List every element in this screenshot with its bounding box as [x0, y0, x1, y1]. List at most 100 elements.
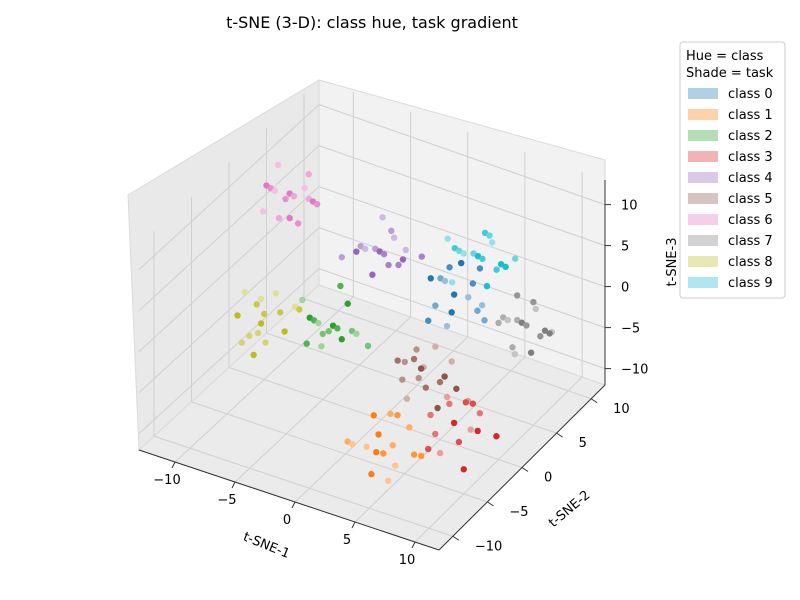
legend-swatch: [688, 256, 718, 267]
scatter-point: [403, 395, 411, 402]
legend-label: class 7: [728, 234, 773, 249]
scatter-point: [338, 336, 345, 343]
scatter-point: [418, 253, 425, 260]
z-gridline: [138, 104, 320, 270]
scatter-point: [384, 477, 392, 484]
scatter-point: [241, 288, 249, 296]
x-axis-line: [138, 449, 440, 551]
scatter-point: [262, 339, 269, 346]
scatter-point: [450, 419, 458, 427]
x-tick: [231, 481, 236, 489]
scatter-point: [493, 433, 500, 440]
z-gridline: [318, 268, 606, 370]
scatter-point: [388, 227, 395, 235]
scatter-point: [275, 214, 283, 222]
scatter-point: [422, 384, 429, 391]
scatter-point: [271, 187, 278, 195]
x-tick: [351, 521, 356, 529]
y-tick-label: 10: [613, 402, 630, 417]
x-tick-label: 10: [399, 553, 416, 568]
scatter-point: [246, 332, 253, 340]
scatter-point: [474, 307, 481, 314]
x-tick-label: −10: [153, 473, 180, 488]
scatter-point: [418, 452, 425, 460]
legend-swatch: [688, 214, 718, 225]
scatter-point: [532, 305, 539, 313]
scatter-point: [455, 438, 463, 446]
scatter-point: [277, 309, 284, 316]
scatter-point: [353, 248, 360, 255]
scatter-point: [406, 424, 413, 431]
scatter-point: [523, 322, 530, 329]
scatter-point: [385, 261, 392, 269]
scatter-point: [401, 358, 408, 366]
scatter-point: [290, 193, 298, 200]
scatter-point: [509, 344, 516, 351]
scatter-point: [373, 448, 380, 456]
scatter-point: [478, 302, 486, 309]
legend-label: class 2: [728, 129, 773, 144]
y-gridline: [191, 401, 488, 503]
scatter-point: [476, 265, 484, 272]
y-tick: [556, 432, 563, 438]
z-tick-label: 0: [621, 281, 629, 296]
scatter-point: [257, 320, 265, 327]
z-gridline: [318, 227, 606, 329]
scatter-point: [315, 319, 322, 327]
scatter-point: [417, 365, 425, 372]
scatter-point: [415, 374, 422, 382]
y-tick: [487, 501, 494, 507]
legend-swatch: [688, 130, 718, 141]
scatter-point: [448, 279, 456, 286]
legend-label: class 5: [728, 192, 773, 207]
scatter-point: [318, 343, 325, 350]
scatter-point: [353, 330, 360, 337]
z-gridline: [138, 268, 320, 434]
scatter-point: [399, 256, 407, 263]
scatter-point: [518, 319, 525, 326]
legend-swatch: [688, 172, 718, 183]
scatter-point: [337, 282, 344, 290]
y-gridline: [266, 332, 557, 434]
scatter-point: [446, 264, 453, 271]
scatter-point: [504, 316, 511, 324]
z-tick-label: −5: [621, 322, 640, 337]
x-axis-label: t-SNE-1: [241, 530, 292, 562]
scatter-point: [253, 301, 260, 308]
scatter-point: [446, 400, 453, 408]
scatter-point: [282, 195, 289, 203]
x-tick-label: −5: [217, 493, 236, 508]
scatter-point: [441, 373, 448, 380]
scatter-point: [527, 349, 535, 356]
scatter-point: [425, 445, 432, 453]
scatter-point: [486, 232, 493, 239]
legend-swatch: [688, 109, 718, 120]
scatter-point: [319, 330, 326, 338]
scatter-point: [369, 271, 376, 278]
z-gridline: [138, 186, 320, 352]
scatter-point: [511, 255, 519, 262]
z-gridline: [138, 145, 320, 311]
tick-labels: −10 −5 0 5 10 −10 −5 0 5 10 −10 −5 0 5 10: [153, 199, 648, 568]
scatter-point: [511, 351, 518, 358]
scatter-point: [425, 317, 432, 324]
scatter-point: [493, 266, 500, 273]
scatter-point: [301, 184, 308, 192]
scatter-point: [530, 298, 537, 306]
scatter-point: [432, 430, 439, 438]
scatter-point: [399, 376, 406, 383]
scatter-point: [453, 385, 460, 392]
z-gridline: [318, 104, 606, 206]
scatter-point: [254, 329, 262, 337]
scatter-point: [483, 282, 491, 290]
scatter-point: [479, 255, 486, 263]
grid-lines: [138, 92, 606, 543]
scatter-point: [467, 426, 474, 433]
scatter-point: [260, 310, 268, 318]
scatter-point: [361, 245, 369, 253]
y-axis-label: t-SNE-2: [546, 488, 593, 531]
scatter-point: [546, 330, 553, 337]
scatter-point: [541, 327, 549, 334]
legend-label: class 4: [728, 171, 773, 186]
